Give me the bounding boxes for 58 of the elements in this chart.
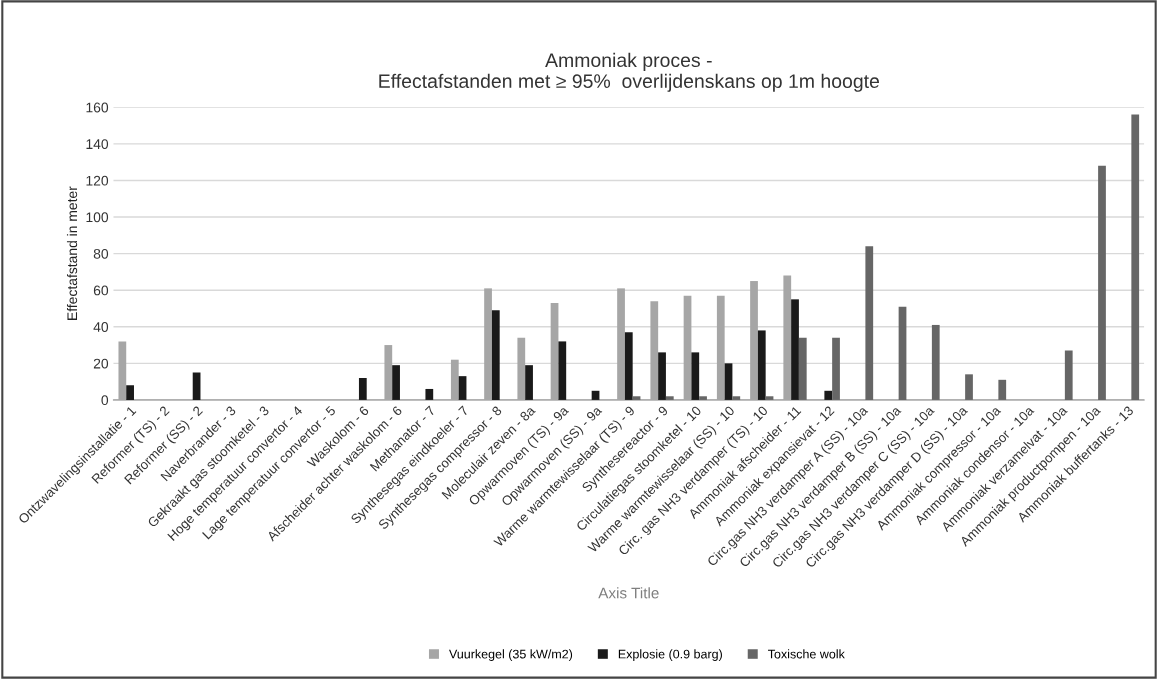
bar xyxy=(798,337,807,400)
bar xyxy=(118,341,127,400)
bar xyxy=(458,376,467,400)
bar xyxy=(1131,114,1140,400)
bar xyxy=(617,288,625,400)
bar xyxy=(632,396,641,400)
bar xyxy=(765,396,774,400)
bar xyxy=(783,275,792,400)
bar xyxy=(491,310,500,400)
bar xyxy=(550,302,559,400)
bar xyxy=(791,299,799,400)
y-tick-label: 120 xyxy=(86,175,109,186)
y-tick-label: 80 xyxy=(93,248,109,259)
bar xyxy=(517,337,526,400)
bar xyxy=(699,396,707,400)
y-tick-label: 100 xyxy=(86,212,109,223)
bar xyxy=(392,365,400,400)
bar xyxy=(931,324,940,400)
bar xyxy=(665,396,674,400)
y-tick-label: 0 xyxy=(101,395,109,406)
bar xyxy=(650,301,659,400)
bar xyxy=(732,396,741,400)
x-axis-title: Axis Title xyxy=(598,587,659,599)
bar xyxy=(425,388,434,400)
bar xyxy=(898,306,907,400)
chart-title: Ammoniak proces - Effectafstanden met ≥ 95% overlijdenskans op 1m hoogte xyxy=(379,52,880,92)
y-tick-label: 20 xyxy=(93,358,109,369)
bar xyxy=(192,372,201,400)
legend-label: Explosie (0.9 barg) xyxy=(618,649,722,661)
bar xyxy=(691,352,700,400)
bar xyxy=(1098,165,1106,400)
legend-label: Toxische wolk xyxy=(768,649,845,659)
bar xyxy=(658,352,666,400)
bar xyxy=(724,363,733,400)
bar xyxy=(865,246,874,400)
legend-label: Vuurkegel (35 kW/m2) xyxy=(449,649,573,661)
y-tick-label: 60 xyxy=(93,285,109,296)
bar xyxy=(832,337,840,400)
bar xyxy=(716,295,725,400)
bar xyxy=(683,295,692,400)
bar xyxy=(965,374,973,400)
bar xyxy=(624,332,633,400)
bar xyxy=(126,385,134,400)
bar xyxy=(358,377,367,400)
bar xyxy=(484,288,492,400)
y-tick-label: 140 xyxy=(86,139,109,150)
bar xyxy=(824,390,833,400)
bar xyxy=(757,330,766,400)
y-axis-title: Effectafstand in meter xyxy=(66,186,78,320)
bar xyxy=(384,345,393,400)
bar xyxy=(1064,350,1073,400)
bar xyxy=(998,379,1007,400)
bar xyxy=(450,359,459,400)
bar xyxy=(558,341,567,400)
y-tick-label: 40 xyxy=(93,322,109,332)
bar xyxy=(525,365,533,400)
bar xyxy=(750,281,758,400)
y-tick-label: 160 xyxy=(86,102,109,113)
